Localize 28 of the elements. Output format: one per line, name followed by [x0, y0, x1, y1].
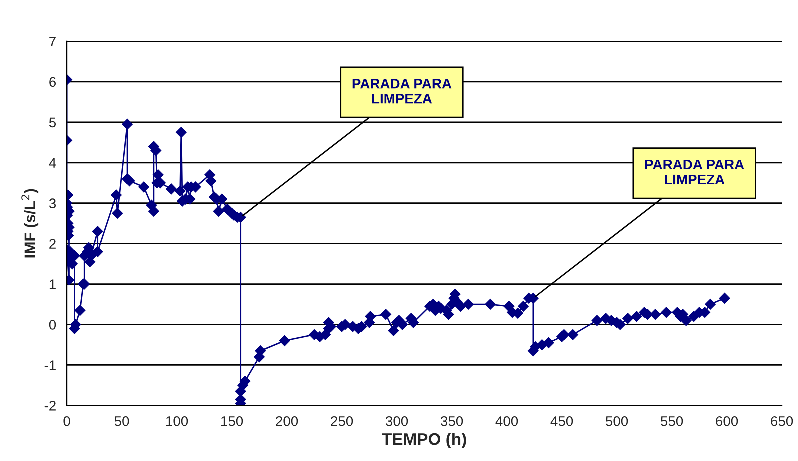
x-tick-label: 600	[716, 416, 738, 426]
x-tick-label: 300	[386, 416, 408, 426]
y-tick-label: -1	[44, 360, 56, 370]
x-axis-title: TEMPO (h)	[382, 432, 466, 449]
y-tick-label: 6	[50, 77, 56, 88]
y-tick-label: 1	[50, 280, 56, 290]
annotation: PARADA PARA LIMPEZA	[352, 79, 452, 104]
y-tick-label: 2	[50, 239, 56, 249]
x-tick-label: 400	[496, 416, 518, 426]
x-tick-label: 450	[550, 416, 574, 426]
y-tick-label: 0	[49, 320, 56, 330]
x-tick-label: 50	[114, 416, 130, 426]
y-tick-label: 7	[50, 36, 56, 47]
annotation: PARADA PARA LIMPEZA	[645, 160, 744, 185]
x-tick-label: 550	[661, 416, 684, 426]
x-tick-label: 0	[64, 416, 70, 426]
x-tick-label: 650	[771, 416, 794, 426]
x-tick-label: 500	[606, 416, 628, 426]
y-tick-label: 5	[49, 118, 56, 128]
x-tick-label: 100	[166, 416, 188, 426]
x-tick-label: 250	[331, 416, 354, 426]
x-tick-label: 150	[222, 416, 244, 426]
x-tick-label: 350	[440, 416, 464, 426]
y-axis-title: IMF (s/L$^{2}$)	[22, 189, 39, 258]
y-tick-label: 3	[49, 198, 56, 209]
y-tick-label: 4	[49, 158, 56, 168]
y-tick-label: -2	[44, 401, 56, 411]
x-tick-label: 200	[276, 416, 298, 426]
